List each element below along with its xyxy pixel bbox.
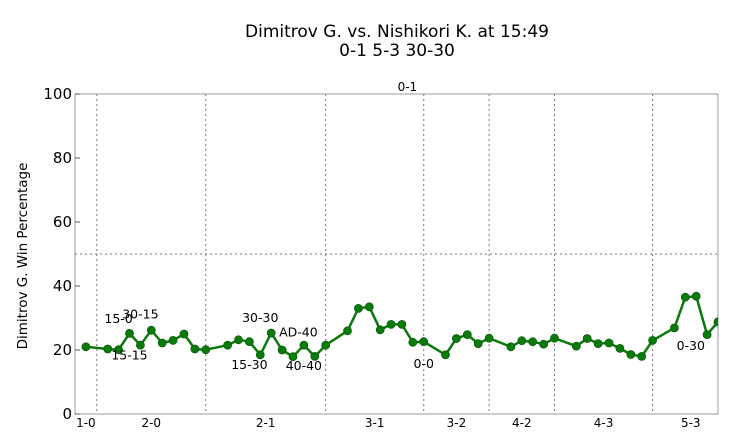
data-point — [103, 344, 113, 354]
score-annotation: 30-15 — [122, 307, 158, 322]
plot-frame — [74, 93, 719, 415]
y-tick-label: 100 — [43, 85, 72, 103]
set-score-label: 3-2 — [447, 416, 467, 430]
data-point — [517, 336, 527, 346]
data-point — [343, 326, 352, 336]
chart-title: Dimitrov G. vs. Nishikori K. at 15:49 — [245, 22, 549, 42]
data-point — [473, 339, 483, 349]
data-point — [451, 334, 461, 343]
score-annotation: 15-0 — [104, 311, 132, 326]
data-point — [244, 337, 254, 347]
top-score-label: 0-1 — [398, 80, 418, 94]
data-point — [550, 333, 559, 343]
data-point — [234, 335, 243, 345]
y-tick-label: 80 — [53, 149, 72, 167]
data-point — [353, 303, 363, 313]
data-point — [615, 343, 625, 353]
data-point — [135, 340, 145, 350]
data-point — [157, 338, 167, 348]
data-point — [441, 350, 450, 360]
score-annotation: 15-15 — [111, 348, 147, 363]
data-point — [736, 320, 740, 328]
data-point — [277, 345, 287, 355]
data-point — [299, 340, 309, 350]
data-point — [539, 339, 548, 349]
data-point — [593, 339, 603, 349]
data-point — [310, 351, 320, 361]
data-point — [604, 338, 614, 348]
set-score-label: 1-0 — [76, 416, 96, 430]
data-point — [637, 351, 647, 361]
data-point — [725, 323, 733, 331]
data-point — [146, 325, 156, 335]
data-point — [114, 345, 123, 355]
data-point — [201, 345, 211, 355]
set-score-label: 3-1 — [365, 416, 385, 430]
y-tick-label: 60 — [53, 213, 72, 231]
data-point — [484, 333, 494, 343]
data-point — [321, 340, 331, 350]
data-point — [582, 334, 592, 343]
y-tick-label: 40 — [53, 277, 72, 295]
data-point — [626, 350, 636, 359]
set-score-label: 2-0 — [141, 416, 161, 430]
data-point — [528, 337, 538, 347]
score-annotation: 0-0 — [414, 356, 434, 371]
score-annotation: 15-30 — [231, 357, 267, 372]
data-point — [462, 330, 472, 340]
data-point — [670, 323, 679, 333]
data-point — [255, 350, 265, 360]
data-point — [386, 319, 396, 329]
set-score-label: 4-2 — [512, 416, 532, 430]
score-annotation: AD-40 — [279, 325, 318, 340]
data-point — [419, 337, 429, 347]
y-axis-label: Dimitrov G. Win Percentage — [15, 163, 31, 350]
data-point — [223, 340, 233, 350]
data-point — [125, 328, 134, 338]
data-point — [179, 329, 189, 339]
data-point — [713, 317, 718, 327]
data-point — [691, 291, 701, 301]
chart-subtitle: 0-1 5-3 30-30 — [339, 41, 455, 61]
score-annotation: 0-30 — [677, 338, 705, 353]
data-point — [168, 335, 178, 345]
data-point — [408, 337, 418, 347]
data-point — [288, 352, 298, 362]
set-score-label: 4-3 — [594, 416, 614, 430]
data-point — [506, 342, 516, 352]
score-annotation: 30-30 — [242, 310, 278, 325]
data-point — [375, 325, 385, 335]
set-score-label: 2-1 — [256, 416, 276, 430]
data-point — [648, 335, 657, 345]
data-point — [571, 341, 581, 351]
data-point — [397, 319, 407, 329]
data-point — [81, 342, 91, 352]
data-point — [364, 302, 374, 312]
series-group — [81, 291, 740, 362]
data-point — [680, 292, 690, 302]
score-annotation: 40-40 — [286, 358, 322, 373]
series-line — [85, 294, 718, 358]
y-tick-label: 0 — [62, 405, 72, 423]
data-point — [190, 344, 200, 354]
data-point — [266, 328, 276, 338]
data-point — [702, 330, 712, 340]
set-score-label: 5-3 — [681, 416, 701, 430]
y-tick-label: 20 — [53, 341, 72, 359]
